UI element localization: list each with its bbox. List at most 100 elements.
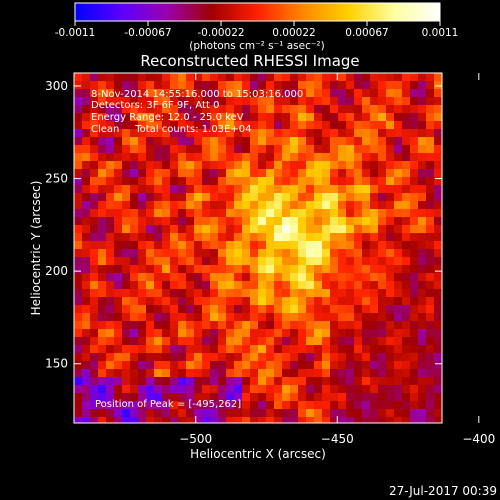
- heatmap-cell: [234, 121, 243, 130]
- heatmap-cell: [234, 265, 243, 274]
- heatmap-cell: [346, 145, 355, 154]
- heatmap-cell: [274, 353, 283, 362]
- heatmap-cell: [242, 217, 251, 226]
- heatmap-cell: [322, 201, 331, 210]
- heatmap-cell: [362, 393, 371, 402]
- heatmap-cell: [122, 225, 131, 234]
- heatmap-cell: [186, 297, 195, 306]
- heatmap-cell: [410, 217, 419, 226]
- heatmap-cell: [162, 225, 171, 234]
- heatmap-cell: [418, 297, 427, 306]
- heatmap-cell: [362, 113, 371, 122]
- heatmap-cell: [410, 281, 419, 290]
- heatmap-cell: [418, 177, 427, 186]
- heatmap-cell: [226, 81, 235, 90]
- heatmap-cell: [82, 73, 91, 82]
- heatmap-cell: [226, 241, 235, 250]
- heatmap-cell: [226, 97, 235, 106]
- heatmap-cell: [130, 145, 139, 154]
- heatmap-cell: [194, 417, 203, 423]
- heatmap-cell: [354, 401, 363, 410]
- heatmap-cell: [138, 153, 147, 162]
- heatmap-cell: [194, 265, 203, 274]
- heatmap-cell: [178, 305, 187, 314]
- heatmap-cell: [362, 129, 371, 138]
- heatmap-cell: [418, 393, 427, 402]
- heatmap-cell: [274, 81, 283, 90]
- heatmap-cell: [82, 249, 91, 258]
- heatmap-cell: [258, 129, 267, 138]
- heatmap-cell: [314, 313, 323, 322]
- heatmap-cell: [234, 113, 243, 122]
- heatmap-cell: [138, 337, 147, 346]
- heatmap-cell: [306, 361, 315, 370]
- heatmap-cell: [146, 305, 155, 314]
- heatmap-cell: [346, 297, 355, 306]
- heatmap-cell: [106, 177, 115, 186]
- heatmap-cell: [394, 113, 403, 122]
- heatmap-cell: [138, 313, 147, 322]
- heatmap-cell: [362, 305, 371, 314]
- heatmap-cell: [378, 137, 387, 146]
- heatmap-cell: [354, 145, 363, 154]
- heatmap-cell: [234, 225, 243, 234]
- heatmap-cell: [426, 265, 435, 274]
- heatmap-cell: [314, 321, 323, 330]
- heatmap-cell: [82, 209, 91, 218]
- heatmap-cell: [394, 105, 403, 114]
- heatmap-cell: [138, 113, 147, 122]
- heatmap-cell: [226, 105, 235, 114]
- heatmap-cell: [266, 105, 275, 114]
- heatmap-cell: [266, 113, 275, 122]
- heatmap-cell: [282, 409, 291, 418]
- heatmap-cell: [74, 297, 83, 306]
- heatmap-cell: [378, 81, 387, 90]
- heatmap-cell: [82, 217, 91, 226]
- heatmap-cell: [90, 273, 99, 282]
- heatmap-cell: [234, 137, 243, 146]
- heatmap-cell: [274, 249, 283, 258]
- heatmap-cell: [98, 113, 107, 122]
- heatmap-cell: [130, 185, 139, 194]
- heatmap-cell: [186, 113, 195, 122]
- heatmap-cell: [162, 89, 171, 98]
- heatmap-cell: [194, 377, 203, 386]
- heatmap-cell: [394, 369, 403, 378]
- heatmap-cell: [226, 393, 235, 402]
- heatmap-cell: [258, 161, 267, 170]
- heatmap-cell: [378, 289, 387, 298]
- heatmap-cell: [338, 241, 347, 250]
- heatmap-cell: [410, 345, 419, 354]
- heatmap-cell: [370, 377, 379, 386]
- heatmap-cell: [346, 89, 355, 98]
- heatmap-cell: [282, 401, 291, 410]
- heatmap-cell: [290, 89, 299, 98]
- heatmap-cell: [122, 393, 131, 402]
- heatmap-cell: [218, 169, 227, 178]
- heatmap-cell: [418, 153, 427, 162]
- heatmap-cell: [402, 145, 411, 154]
- heatmap-cell: [378, 273, 387, 282]
- heatmap-cell: [250, 169, 259, 178]
- heatmap-cell: [370, 409, 379, 418]
- heatmap-cell: [362, 193, 371, 202]
- heatmap-cell: [298, 329, 307, 338]
- heatmap-cell: [82, 385, 91, 394]
- heatmap-cell: [194, 193, 203, 202]
- heatmap-cell: [218, 81, 227, 90]
- heatmap-cell: [74, 353, 83, 362]
- heatmap-cell: [170, 281, 179, 290]
- heatmap-cell: [242, 369, 251, 378]
- heatmap-cell: [306, 89, 315, 98]
- heatmap-cell: [90, 249, 99, 258]
- heatmap-cell: [394, 417, 403, 423]
- heatmap-cell: [106, 345, 115, 354]
- heatmap-cell: [434, 353, 442, 362]
- heatmap-cell: [170, 385, 179, 394]
- heatmap-cell: [154, 209, 163, 218]
- heatmap-cell: [154, 361, 163, 370]
- heatmap-cell: [226, 201, 235, 210]
- heatmap-cell: [114, 289, 123, 298]
- heatmap-cell: [258, 369, 267, 378]
- heatmap-cell: [314, 273, 323, 282]
